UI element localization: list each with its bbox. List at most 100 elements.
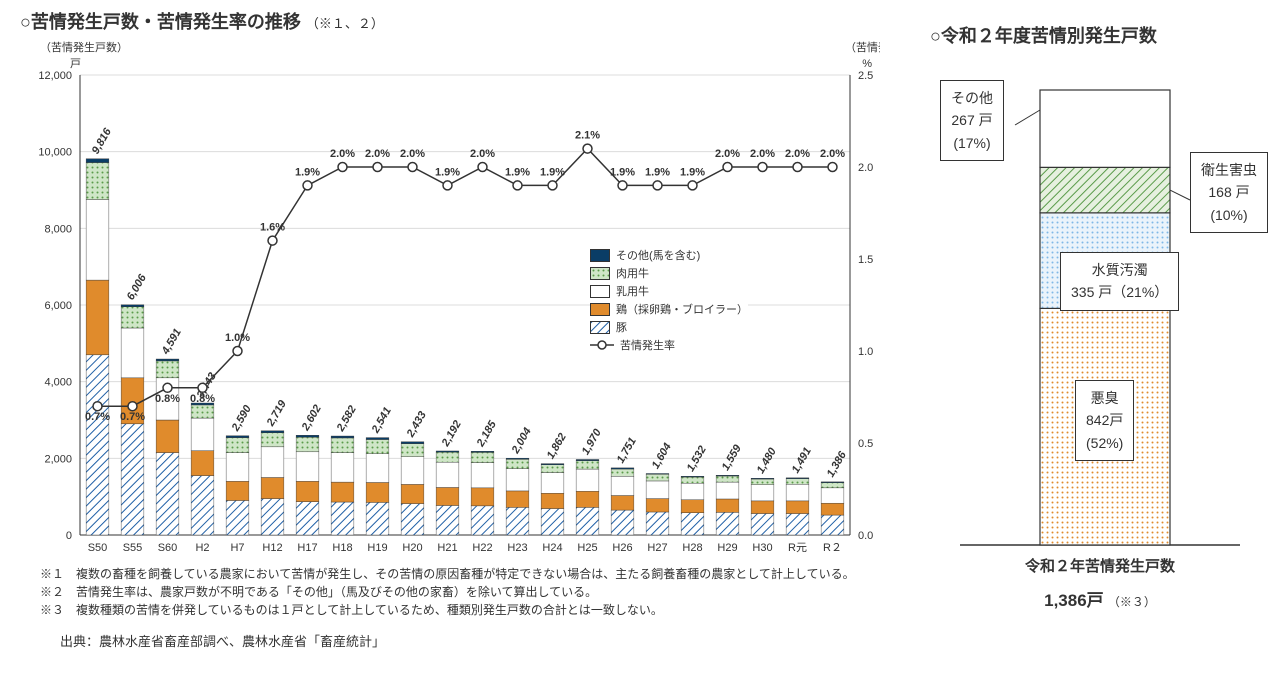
svg-text:H19: H19: [367, 542, 387, 554]
svg-text:0.0: 0.0: [858, 530, 873, 542]
svg-text:2,590: 2,590: [229, 403, 254, 434]
legend-item: 苦情発生率: [590, 337, 748, 353]
svg-text:1,604: 1,604: [650, 441, 674, 471]
svg-text:R２: R２: [823, 542, 842, 554]
note-2: ※２ 苦情発生率は、農家戸数が不明である「その他」（馬及びその他の家畜）を除いて…: [40, 583, 860, 601]
svg-text:2.0%: 2.0%: [470, 148, 495, 160]
svg-text:1.0: 1.0: [858, 346, 873, 358]
right-total-value: 1,386戸: [1044, 591, 1104, 610]
svg-text:2.1%: 2.1%: [575, 130, 600, 142]
svg-text:0: 0: [66, 530, 72, 542]
svg-text:2.0%: 2.0%: [820, 148, 845, 160]
svg-text:S55: S55: [123, 542, 143, 554]
svg-text:H28: H28: [682, 542, 702, 554]
legend-item: 豚: [590, 319, 748, 335]
source-text: 出典：農林水産省畜産部調べ、農林水産省「畜産統計」: [60, 634, 385, 649]
svg-text:8,000: 8,000: [44, 223, 72, 235]
svg-text:6,000: 6,000: [44, 300, 72, 312]
svg-text:2.0%: 2.0%: [785, 148, 810, 160]
svg-text:2,602: 2,602: [299, 403, 324, 434]
svg-text:1.9%: 1.9%: [645, 166, 670, 178]
legend-item: 肉用牛: [590, 265, 748, 281]
svg-text:1,559: 1,559: [720, 442, 745, 473]
legend-item: その他(馬を含む): [590, 247, 748, 263]
chart-legend: その他(馬を含む) 肉用牛乳用牛鶏（採卵鶏・ブロイラー） 豚苦情発生率: [590, 245, 748, 355]
svg-text:H29: H29: [717, 542, 737, 554]
svg-text:12,000: 12,000: [38, 70, 72, 82]
svg-text:%: %: [862, 58, 872, 70]
svg-text:2.0%: 2.0%: [715, 148, 740, 160]
note-1: ※１ 複数の畜種を飼養している農家において苦情が発生し、その苦情の原因畜種が特定…: [40, 565, 860, 583]
legend-item: 乳用牛: [590, 283, 748, 299]
svg-text:4,000: 4,000: [44, 377, 72, 389]
svg-text:1.0%: 1.0%: [225, 332, 250, 344]
svg-text:1,751: 1,751: [615, 436, 639, 466]
svg-text:2,719: 2,719: [264, 398, 289, 429]
svg-text:戸: 戸: [70, 58, 81, 70]
svg-text:4,591: 4,591: [159, 327, 184, 358]
svg-text:H24: H24: [542, 542, 562, 554]
svg-text:H26: H26: [612, 542, 632, 554]
svg-text:H12: H12: [262, 542, 282, 554]
svg-text:2.0: 2.0: [858, 162, 873, 174]
svg-text:H23: H23: [507, 542, 527, 554]
svg-text:1,480: 1,480: [755, 445, 780, 476]
svg-text:0.5: 0.5: [858, 438, 873, 450]
svg-text:2,433: 2,433: [404, 409, 429, 440]
svg-text:1,532: 1,532: [685, 444, 709, 474]
svg-text:2.0%: 2.0%: [750, 148, 775, 160]
svg-text:2,582: 2,582: [334, 404, 359, 435]
svg-text:1,386: 1,386: [825, 449, 850, 480]
svg-text:2,000: 2,000: [44, 453, 72, 465]
svg-text:0.8%: 0.8%: [155, 393, 180, 405]
svg-text:1.9%: 1.9%: [505, 166, 530, 178]
svg-text:2.0%: 2.0%: [330, 148, 355, 160]
svg-text:H17: H17: [297, 542, 317, 554]
svg-text:H18: H18: [332, 542, 352, 554]
label-box-odor: 悪臭 842戸 (52%): [1075, 380, 1134, 461]
svg-text:S60: S60: [158, 542, 178, 554]
svg-text:0.7%: 0.7%: [85, 411, 110, 423]
svg-text:2,541: 2,541: [369, 405, 394, 436]
svg-text:H20: H20: [402, 542, 422, 554]
svg-text:1.9%: 1.9%: [540, 166, 565, 178]
svg-text:1.9%: 1.9%: [295, 166, 320, 178]
svg-text:1.5: 1.5: [858, 254, 873, 266]
svg-text:1.9%: 1.9%: [435, 166, 460, 178]
left-chart-title-sub: （※１、２）: [306, 16, 384, 31]
label-box-pest: 衛生害虫 168 戸 (10%): [1190, 152, 1268, 233]
svg-text:H7: H7: [230, 542, 244, 554]
right-total-label: 令和２年苦情発生戸数: [960, 555, 1240, 576]
svg-text:H30: H30: [752, 542, 772, 554]
svg-text:2,192: 2,192: [439, 419, 464, 450]
svg-text:6,006: 6,006: [125, 272, 150, 303]
svg-text:1,491: 1,491: [790, 446, 814, 476]
svg-text:1.6%: 1.6%: [260, 222, 285, 234]
svg-text:H21: H21: [437, 542, 457, 554]
svg-text:2.0%: 2.0%: [400, 148, 425, 160]
svg-text:R元: R元: [788, 542, 807, 554]
legend-item: 鶏（採卵鶏・ブロイラー）: [590, 301, 748, 317]
label-box-water: 水質汚濁 335 戸（21%）: [1060, 252, 1179, 311]
svg-text:0.7%: 0.7%: [120, 411, 145, 423]
svg-text:2.0%: 2.0%: [365, 148, 390, 160]
svg-text:S50: S50: [88, 542, 108, 554]
svg-text:1,862: 1,862: [545, 431, 569, 461]
svg-text:0.8%: 0.8%: [190, 393, 215, 405]
svg-text:1.9%: 1.9%: [610, 166, 635, 178]
svg-text:H2: H2: [195, 542, 209, 554]
svg-text:（苦情発生戸数）: （苦情発生戸数）: [40, 40, 128, 54]
svg-text:H27: H27: [647, 542, 667, 554]
left-chart-title: ○苦情発生戸数・苦情発生率の推移: [20, 12, 301, 32]
svg-text:1,970: 1,970: [580, 426, 605, 457]
svg-text:2,185: 2,185: [474, 418, 499, 449]
svg-text:10,000: 10,000: [38, 147, 72, 159]
svg-text:H22: H22: [472, 542, 492, 554]
svg-text:H25: H25: [577, 542, 597, 554]
label-box-other: その他 267 戸 (17%): [940, 80, 1004, 161]
svg-text:1.9%: 1.9%: [680, 166, 705, 178]
right-total-note: （※３）: [1108, 595, 1156, 609]
svg-text:（苦情発生率）: （苦情発生率）: [845, 40, 880, 54]
note-3: ※３ 複数種類の苦情を併発しているものは１戸として計上しているため、種類別発生戸…: [40, 601, 860, 619]
svg-text:2,004: 2,004: [509, 426, 534, 457]
